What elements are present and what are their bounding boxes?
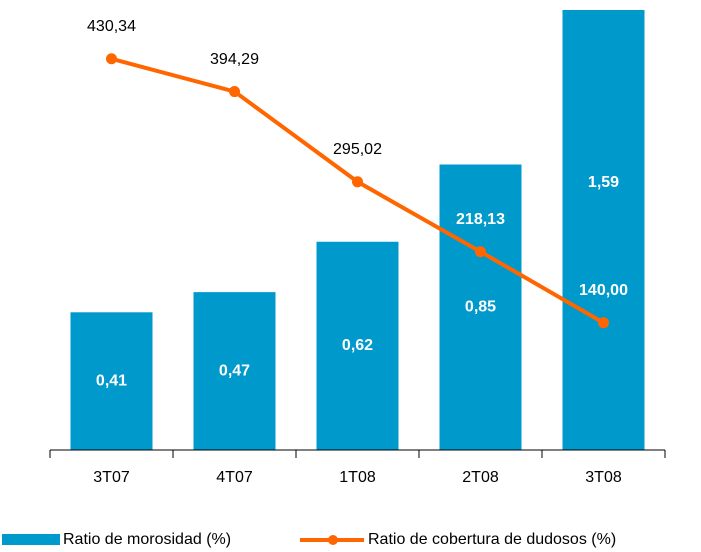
data-label: 0,62 [342, 337, 373, 354]
line-point [475, 246, 486, 258]
bar [193, 292, 276, 450]
data-label: 430,34 [87, 18, 136, 35]
legend-label: Ratio de morosidad (%) [63, 531, 231, 548]
legend-label: Ratio de cobertura de dudosos (%) [368, 531, 616, 548]
plot-area [70, 10, 645, 450]
data-label: 1,59 [588, 174, 619, 191]
bar [70, 312, 153, 450]
bar [439, 164, 522, 450]
bar [562, 10, 645, 450]
bar [316, 241, 399, 450]
data-label: 0,47 [219, 362, 250, 379]
line-point [598, 317, 609, 329]
line-point [352, 176, 363, 188]
x-tick-label: 2T08 [462, 469, 499, 486]
data-label: 0,41 [96, 372, 127, 389]
legend-swatch [2, 534, 60, 545]
line-point [229, 86, 240, 98]
x-tick-label: 3T08 [585, 469, 622, 486]
x-tick-label: 3T07 [93, 469, 130, 486]
data-label: 218,13 [456, 211, 505, 228]
line-point [106, 53, 117, 65]
x-tick-label: 1T08 [339, 469, 376, 486]
x-tick-label: 4T07 [216, 469, 253, 486]
data-label: 394,29 [210, 51, 259, 68]
legend-marker [328, 535, 338, 545]
data-label: 0,85 [465, 298, 496, 315]
data-label: 295,02 [333, 141, 382, 158]
data-label: 140,00 [579, 282, 628, 299]
